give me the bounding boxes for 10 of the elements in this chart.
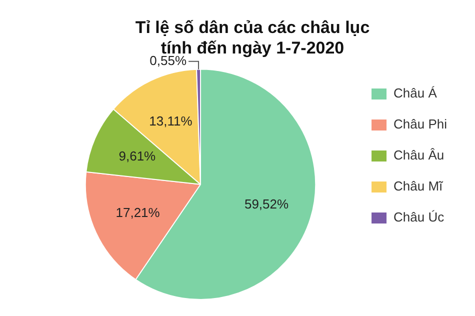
data-label: 13,11%	[149, 114, 193, 129]
data-label: 9,61%	[118, 148, 156, 164]
data-label: 0,55%	[150, 52, 187, 68]
legend-label: Châu Mĩ	[394, 178, 444, 194]
legend-label: Châu Âu	[394, 148, 444, 163]
legend-label: Châu Á	[394, 86, 438, 101]
legend-label: Châu Úc	[394, 210, 445, 225]
data-label: 59,52%	[244, 196, 289, 212]
legend-label: Châu Phi	[394, 116, 448, 132]
data-label: 17,21%	[116, 204, 160, 220]
